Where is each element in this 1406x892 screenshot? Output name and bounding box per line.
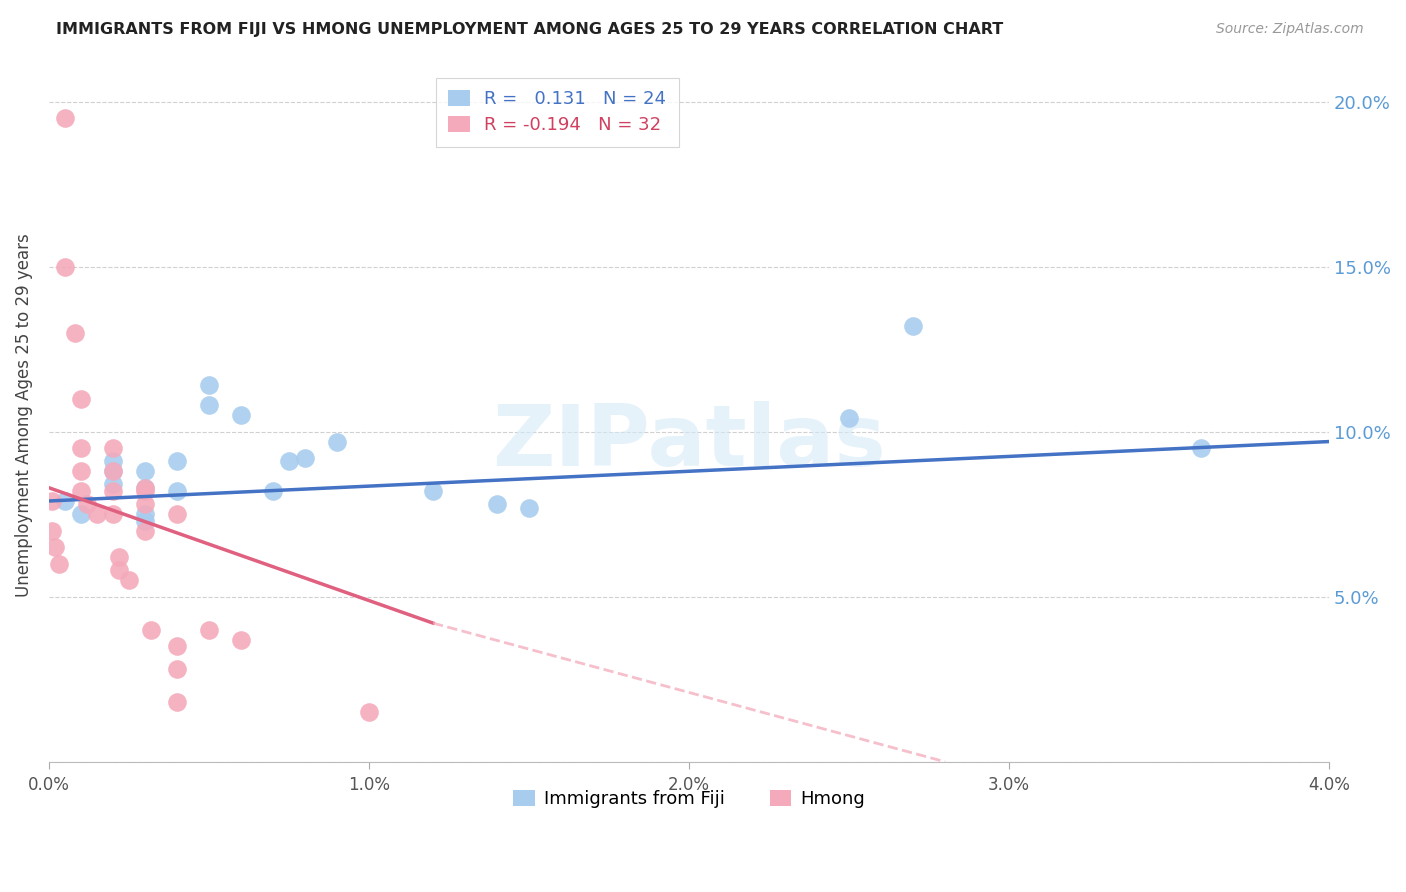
Point: [108, 550, 131, 565]
Point: [41, 524, 63, 538]
Point: [422, 484, 444, 499]
Point: [101, 464, 124, 478]
Y-axis label: Unemployment Among Ages 25 to 29 years: Unemployment Among Ages 25 to 29 years: [15, 234, 32, 597]
Point: [141, 623, 163, 637]
Point: [70, 484, 93, 499]
Point: [134, 464, 156, 478]
Point: [166, 507, 188, 521]
Point: [53, 260, 76, 274]
Point: [838, 411, 860, 425]
Text: IMMIGRANTS FROM FIJI VS HMONG UNEMPLOYMENT AMONG AGES 25 TO 29 YEARS CORRELATION: IMMIGRANTS FROM FIJI VS HMONG UNEMPLOYME…: [56, 22, 1004, 37]
Point: [134, 514, 156, 528]
Point: [101, 484, 124, 499]
Point: [101, 454, 124, 468]
Point: [901, 318, 924, 333]
Point: [48, 557, 70, 571]
Point: [108, 563, 131, 577]
Point: [70, 507, 93, 521]
Point: [101, 507, 124, 521]
Point: [134, 497, 156, 511]
Point: [198, 623, 221, 637]
Point: [101, 441, 124, 455]
Legend: Immigrants from Fiji, Hmong: Immigrants from Fiji, Hmong: [506, 782, 872, 815]
Point: [278, 454, 301, 468]
Point: [53, 111, 76, 125]
Point: [134, 481, 156, 495]
Point: [326, 434, 349, 449]
Point: [44, 540, 66, 554]
Point: [118, 573, 141, 587]
Point: [198, 378, 221, 392]
Point: [86, 507, 108, 521]
Point: [1189, 441, 1212, 455]
Point: [41, 494, 63, 508]
Point: [101, 464, 124, 478]
Point: [134, 507, 156, 521]
Point: [229, 408, 252, 422]
Point: [262, 484, 284, 499]
Point: [63, 326, 86, 340]
Text: Source: ZipAtlas.com: Source: ZipAtlas.com: [1216, 22, 1364, 37]
Point: [70, 464, 93, 478]
Point: [229, 632, 252, 647]
Point: [166, 662, 188, 676]
Point: [101, 477, 124, 491]
Point: [134, 481, 156, 495]
Point: [134, 484, 156, 499]
Point: [357, 705, 380, 719]
Point: [134, 524, 156, 538]
Point: [70, 441, 93, 455]
Point: [166, 484, 188, 499]
Point: [76, 497, 98, 511]
Point: [166, 454, 188, 468]
Point: [198, 398, 221, 412]
Point: [166, 639, 188, 653]
Point: [70, 392, 93, 406]
Point: [53, 494, 76, 508]
Point: [166, 695, 188, 709]
Text: ZIPatlas: ZIPatlas: [492, 401, 886, 484]
Point: [294, 451, 316, 466]
Point: [486, 497, 509, 511]
Point: [517, 500, 540, 515]
